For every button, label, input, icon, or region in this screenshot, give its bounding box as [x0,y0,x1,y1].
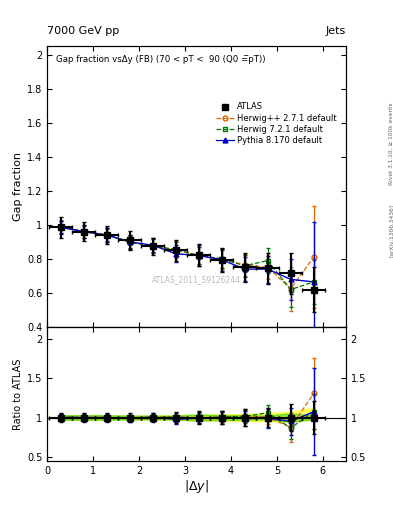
Text: [arXiv:1306.3436]: [arXiv:1306.3436] [389,204,393,257]
Text: Rivet 3.1.10, ≥ 100k events: Rivet 3.1.10, ≥ 100k events [389,102,393,185]
Text: Gap fraction vsΔy (FB) (70 < pT <  90 (Q0 =̅pT)): Gap fraction vsΔy (FB) (70 < pT < 90 (Q0… [56,54,266,63]
Text: 7000 GeV pp: 7000 GeV pp [47,26,119,36]
Y-axis label: Ratio to ATLAS: Ratio to ATLAS [13,358,23,430]
X-axis label: $|\Delta y|$: $|\Delta y|$ [184,478,209,496]
Y-axis label: Gap fraction: Gap fraction [13,152,23,221]
Legend: ATLAS, Herwig++ 2.7.1 default, Herwig 7.2.1 default, Pythia 8.170 default: ATLAS, Herwig++ 2.7.1 default, Herwig 7.… [214,101,339,146]
Text: Jets: Jets [325,26,346,36]
Text: ATLAS_2011_S9126244: ATLAS_2011_S9126244 [152,275,241,284]
